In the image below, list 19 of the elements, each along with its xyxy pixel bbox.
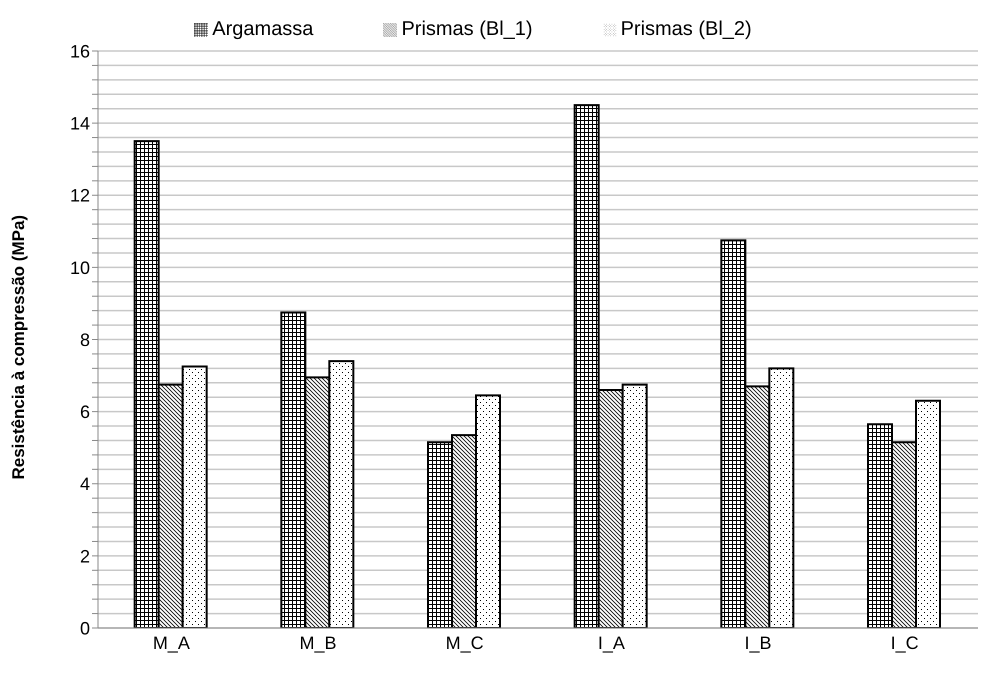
legend-label: Prismas (Bl_2): [620, 18, 752, 40]
y-tick-label: 8: [80, 330, 90, 350]
x-tick-label: M_B: [299, 632, 337, 653]
x-tick-label: I_A: [598, 632, 625, 653]
legend-label: Prismas (Bl_1): [401, 18, 533, 40]
x-tick-label: I_C: [890, 632, 919, 653]
y-tick-label: 12: [70, 186, 90, 206]
x-tick-label: M_C: [446, 632, 484, 653]
x-tick-label: I_B: [744, 632, 772, 653]
y-axis-title: Resistência à compressão (MPa): [9, 214, 28, 480]
y-tick-label: 6: [80, 402, 90, 422]
y-tick-label: 2: [80, 546, 90, 566]
x-tick-label: M_A: [152, 632, 190, 653]
y-tick-label: 16: [70, 41, 90, 62]
y-tick-label: 4: [80, 474, 90, 494]
legend-label: Argamassa: [212, 18, 314, 40]
y-tick-label: 14: [70, 114, 90, 134]
y-tick-label: 0: [80, 618, 90, 638]
y-tick-label: 10: [70, 258, 90, 278]
